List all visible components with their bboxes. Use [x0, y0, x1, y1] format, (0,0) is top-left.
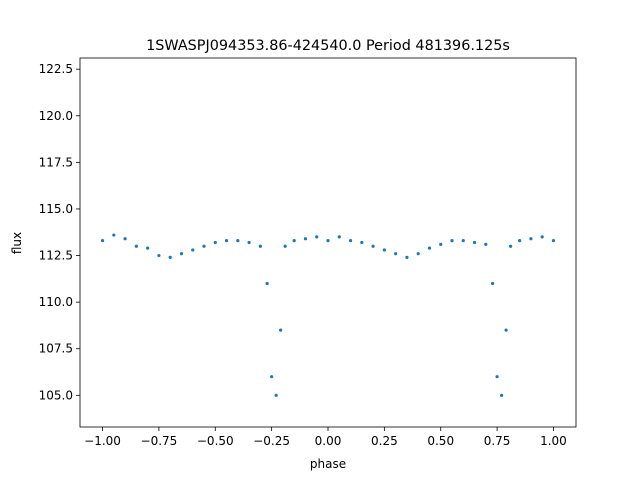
data-point — [382, 248, 386, 252]
y-tick-label: 122.5 — [39, 62, 73, 76]
data-point — [202, 244, 206, 248]
data-point — [371, 244, 375, 248]
data-point — [504, 328, 508, 332]
data-point — [123, 237, 127, 241]
data-point — [168, 255, 172, 260]
data-point — [529, 237, 533, 241]
data-point — [224, 239, 229, 243]
data-point — [495, 375, 499, 379]
data-point — [100, 239, 105, 243]
x-tick-label: −0.50 — [197, 434, 234, 448]
data-point — [472, 240, 477, 245]
y-tick-label: 120.0 — [39, 109, 73, 123]
data-point — [461, 239, 465, 243]
data-point — [270, 375, 274, 379]
data-point — [348, 239, 353, 243]
y-tick-label: 105.0 — [39, 388, 73, 402]
data-point — [315, 235, 319, 239]
chart-title: 1SWASPJ094353.86-424540.0 Period 481396.… — [146, 38, 510, 54]
data-point — [265, 281, 269, 286]
x-axis-label: phase — [310, 457, 346, 471]
y-tick-label: 117.5 — [39, 155, 73, 169]
x-axis: −1.00 −0.75 −0.50 −0.25 0.00 0.25 0.50 0.75 1.00 — [84, 427, 567, 448]
data-point — [540, 235, 544, 239]
data-point — [551, 239, 556, 243]
data-point — [484, 242, 488, 246]
x-tick-label: 1.00 — [540, 434, 567, 448]
x-tick-label: −0.75 — [141, 434, 178, 448]
data-point — [450, 239, 454, 243]
data-point — [427, 246, 432, 250]
data-point — [258, 244, 262, 248]
data-point — [394, 252, 398, 256]
x-tick-label: 0.75 — [484, 434, 511, 448]
data-point — [179, 252, 184, 256]
x-tick-label: 0.25 — [371, 434, 398, 448]
x-tick-label: 0.00 — [315, 434, 342, 448]
plot-frame — [79, 57, 577, 428]
data-point — [490, 281, 495, 286]
x-tick-label: 0.50 — [427, 434, 454, 448]
y-tick-label: 112.5 — [39, 249, 73, 263]
data-point — [146, 246, 150, 250]
data-point — [279, 328, 283, 332]
data-point — [360, 240, 364, 245]
data-point — [191, 248, 195, 252]
data-point — [283, 244, 287, 248]
data-point — [112, 233, 116, 237]
data-point — [236, 239, 240, 243]
data-point — [157, 253, 161, 258]
data-point — [405, 255, 409, 260]
data-point — [509, 244, 513, 248]
x-tick-label: −1.00 — [84, 434, 121, 448]
data-point — [439, 242, 443, 246]
data-point — [247, 240, 251, 245]
data-points — [100, 233, 556, 397]
data-point — [274, 393, 278, 397]
data-point — [500, 393, 504, 397]
y-axis-label: flux — [10, 232, 24, 254]
y-tick-label: 115.0 — [39, 202, 73, 216]
y-tick-label: 110.0 — [39, 295, 73, 309]
x-tick-label: −0.25 — [253, 434, 290, 448]
data-point — [292, 239, 296, 243]
y-tick-label: 107.5 — [39, 342, 73, 356]
data-point — [213, 240, 217, 245]
y-axis: 105.0 107.5 110.0 112.5 115.0 117.5 120.0 122.5 — [39, 62, 80, 402]
data-point — [303, 237, 308, 241]
data-point — [134, 244, 138, 248]
data-point — [518, 239, 522, 243]
data-point — [326, 239, 330, 243]
data-point — [416, 252, 420, 256]
data-point — [337, 235, 341, 239]
